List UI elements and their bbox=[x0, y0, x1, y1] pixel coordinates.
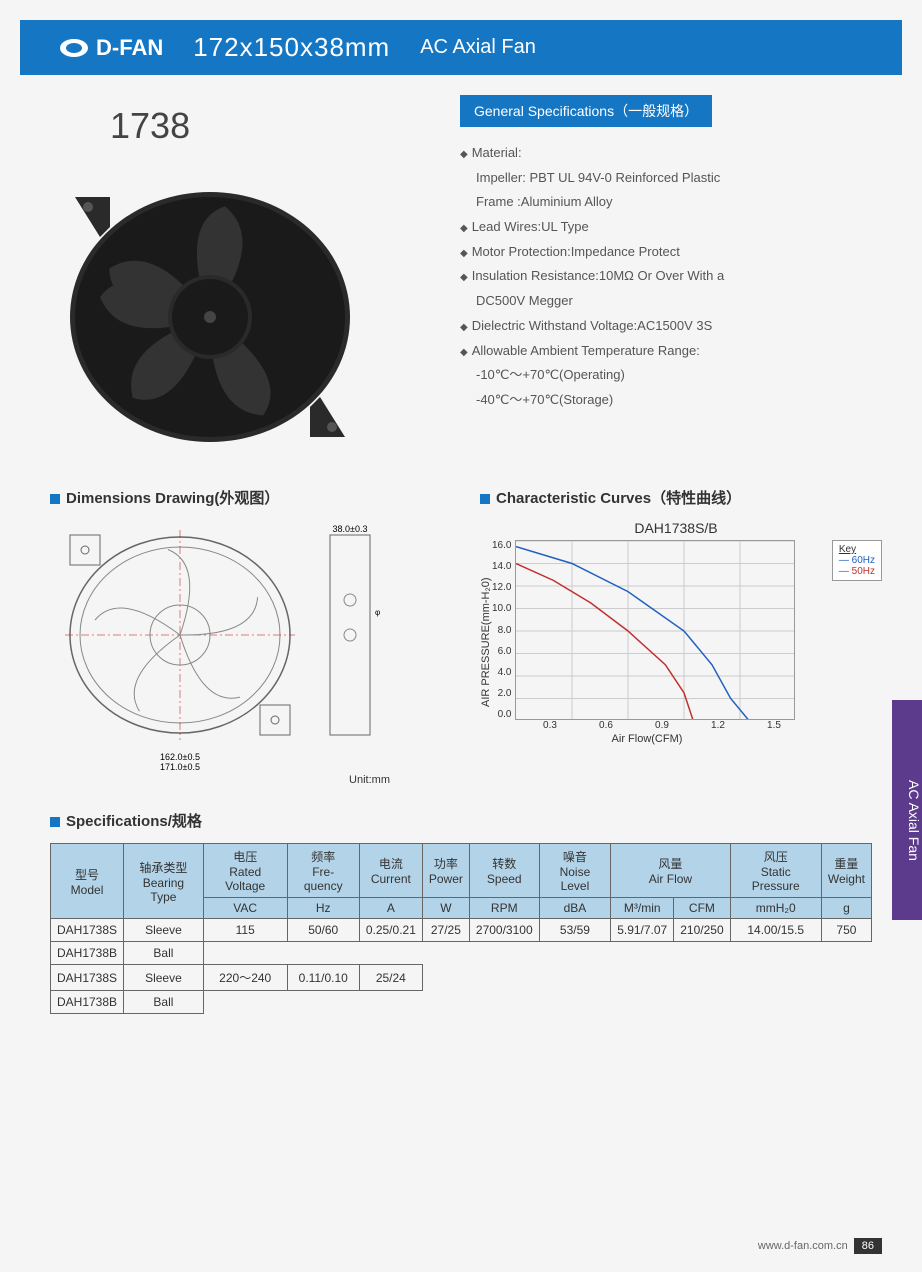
spec-table: 型号Model轴承类型Bearing Type电压Rated Voltage频率… bbox=[50, 843, 872, 1014]
svg-text:φ3.3: φ3.3 bbox=[375, 608, 380, 617]
product-number: 1738 bbox=[110, 105, 430, 147]
characteristic-chart bbox=[515, 540, 795, 720]
side-tab: AC Axial Fan bbox=[892, 700, 922, 920]
general-spec-title: General Specifications（一般规格） bbox=[460, 95, 712, 127]
header-bar: D-FAN 172x150x38mm AC Axial Fan bbox=[20, 20, 902, 75]
header-size: 172x150x38mm bbox=[193, 32, 390, 63]
chart-ylabel: AIR PRESSURE(mm-H₂0) bbox=[480, 540, 492, 745]
dimensions-drawing: 162.0±0.5 171.0±0.5 38.0±0.3 φ3.3 bbox=[50, 520, 450, 770]
general-spec-list: Material:Impeller: PBT UL 94V-0 Reinforc… bbox=[460, 141, 872, 413]
brand-logo: D-FAN bbox=[60, 35, 163, 61]
svg-text:162.0±0.5: 162.0±0.5 bbox=[160, 752, 200, 762]
footer: www.d-fan.com.cn86 bbox=[758, 1240, 882, 1252]
svg-text:38.0±0.3: 38.0±0.3 bbox=[333, 524, 368, 534]
chart-section-title: Characteristic Curves（特性曲线） bbox=[480, 487, 872, 508]
header-type: AC Axial Fan bbox=[420, 36, 536, 59]
spec-table-title: Specifications/规格 bbox=[50, 810, 872, 831]
dimensions-unit: Unit:mm bbox=[50, 774, 450, 786]
logo-icon bbox=[60, 39, 88, 57]
svg-text:171.0±0.5: 171.0±0.5 bbox=[160, 762, 200, 770]
brand-text: D-FAN bbox=[96, 35, 163, 61]
chart-legend: Key— 60Hz— 50Hz bbox=[832, 540, 882, 581]
chart-xlabel: Air Flow(CFM) bbox=[492, 733, 802, 745]
dimensions-title: Dimensions Drawing(外观图） bbox=[50, 487, 450, 508]
fan-image bbox=[50, 167, 370, 467]
chart-title: DAH1738S/B bbox=[480, 520, 872, 536]
